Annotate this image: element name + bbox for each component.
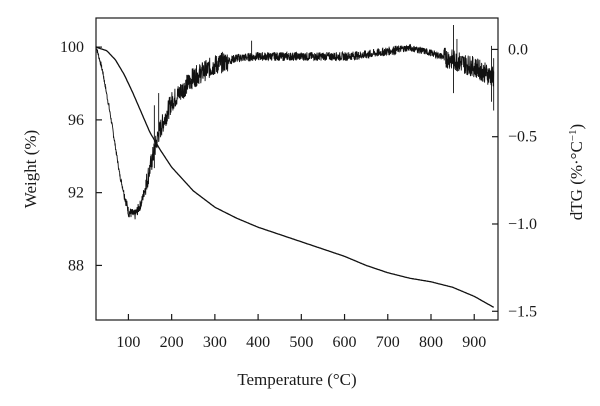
weight-series-line [95, 46, 495, 308]
y2-axis-title: dTG (%·°C−1) [567, 124, 586, 220]
y2-axis-title-superscript: −1 [567, 129, 579, 141]
x-tick-label: 700 [376, 334, 400, 351]
x-tick-label: 200 [160, 334, 184, 351]
y2-axis-title-main: dTG (%·°C [567, 141, 586, 220]
y2-axis-title-close: ) [567, 124, 586, 130]
x-tick-label: 500 [289, 334, 313, 351]
plot-frame [95, 17, 499, 321]
y2-tick-label: −0.5 [508, 129, 537, 146]
x-tick-label: 100 [116, 334, 140, 351]
series-layer [95, 24, 495, 308]
y-tick-label: 88 [68, 257, 84, 274]
y-tick-label: 100 [60, 39, 84, 56]
y-tick-label: 96 [68, 112, 84, 129]
x-tick-label: 400 [246, 334, 270, 351]
x-tick-label: 900 [462, 334, 486, 351]
y-axis-left: 88 92 96 100 [60, 39, 102, 274]
y2-tick-label: 0.0 [508, 41, 528, 58]
x-tick-label: 800 [419, 334, 443, 351]
y-axis-title: Weight (%) [21, 130, 40, 208]
dtg-series-line [95, 43, 495, 220]
x-tick-label: 300 [203, 334, 227, 351]
y-tick-label: 92 [68, 185, 84, 202]
x-axis: 100 200 300 400 500 600 700 800 900 [116, 314, 486, 351]
x-tick-label: 600 [333, 334, 357, 351]
y2-tick-label: −1.0 [508, 216, 537, 233]
y2-tick-label: −1.5 [508, 303, 537, 320]
y-axis-right: 0.0 −0.5 −1.0 −1.5 [492, 41, 537, 320]
x-axis-title: Temperature (°C) [237, 370, 356, 389]
